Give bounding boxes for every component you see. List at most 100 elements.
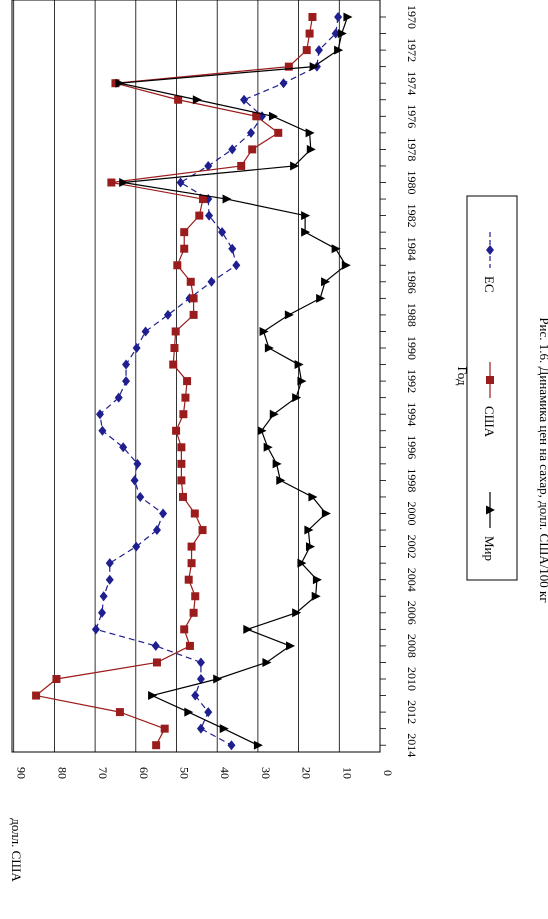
data-point-square: [183, 377, 192, 386]
data-point-square: [305, 29, 314, 38]
gridlines: [13, 0, 381, 752]
data-point-triangle: [292, 393, 302, 403]
value-tick-label: 90: [15, 767, 29, 779]
year-tick-label: 1976: [405, 104, 419, 128]
data-point-square: [173, 261, 182, 270]
data-point-diamond: [163, 309, 172, 320]
legend-label: США: [482, 406, 497, 438]
data-point-triangle: [257, 426, 267, 436]
data-point-triangle: [184, 707, 194, 717]
data-point-triangle: [269, 409, 279, 419]
year-tick-label: 1970: [405, 5, 419, 29]
year-tick-label: 1994: [405, 402, 419, 426]
x-axis-title: Год: [455, 366, 470, 385]
data-point-triangle: [297, 376, 307, 386]
data-point-triangle: [341, 260, 351, 270]
data-point-triangle: [262, 657, 272, 667]
data-point-triangle: [304, 525, 314, 535]
data-point-diamond: [334, 12, 343, 22]
data-point-square: [191, 592, 200, 601]
value-tick-label: 30: [259, 767, 273, 779]
data-point-square: [111, 79, 120, 88]
data-point-triangle: [263, 442, 273, 452]
plot-frame: [11, 0, 381, 753]
year-tick-label: 2000: [405, 502, 419, 526]
data-point-triangle: [119, 178, 129, 187]
data-point-square: [190, 509, 199, 518]
data-point-square: [160, 724, 169, 733]
year-tick-label: 1982: [405, 204, 419, 228]
value-tick-label: 50: [178, 767, 192, 779]
data-point-triangle: [343, 12, 353, 22]
data-point-diamond: [133, 458, 142, 469]
year-tick-label: 1978: [405, 137, 419, 161]
data-point-diamond: [228, 243, 237, 254]
data-point-diamond: [204, 707, 213, 718]
data-point-square: [248, 145, 257, 154]
value-tick-label: 40: [218, 767, 232, 779]
data-point-square: [180, 625, 189, 634]
data-point-triangle: [253, 740, 263, 750]
data-point-square: [170, 344, 179, 352]
data-point-diamond: [114, 392, 123, 403]
data-point-triangle: [294, 360, 304, 370]
data-point-diamond: [204, 160, 213, 171]
value-tick-label: 80: [55, 767, 69, 779]
data-point-diamond: [218, 227, 227, 238]
data-point-square: [152, 658, 161, 667]
data-point-square: [177, 443, 186, 452]
data-point-triangle: [301, 227, 311, 237]
data-point-triangle: [316, 293, 326, 303]
value-tick-label: 10: [340, 767, 354, 779]
data-point-triangle: [334, 45, 344, 55]
data-point-diamond: [105, 574, 114, 585]
value-tick-label: 70: [96, 767, 110, 779]
data-point-square: [189, 294, 198, 303]
data-point-triangle: [305, 542, 315, 552]
year-tick-label: 2010: [405, 667, 419, 691]
data-point-diamond: [151, 640, 160, 651]
legend-marker-triangle: [486, 505, 495, 515]
year-tick-label: 1998: [405, 468, 419, 492]
data-point-square: [195, 211, 204, 220]
year-tick-label: 2002: [405, 535, 419, 559]
data-point-triangle: [301, 211, 311, 221]
data-point-square: [302, 46, 311, 55]
data-point-diamond: [205, 210, 214, 221]
year-tick-label: 2004: [405, 568, 419, 592]
data-point-diamond: [130, 475, 139, 486]
data-point-diamond: [98, 425, 107, 436]
data-point-triangle: [309, 62, 319, 72]
data-point-square: [152, 741, 161, 750]
year-tick-label: 1984: [405, 237, 419, 261]
data-point-square: [187, 559, 196, 568]
data-point-square: [284, 62, 293, 71]
data-point-triangle: [243, 624, 253, 634]
data-point-diamond: [191, 690, 200, 701]
data-point-triangle: [213, 674, 223, 684]
data-point-square: [177, 476, 186, 485]
data-point-triangle: [305, 128, 315, 138]
year-tick-label: 2014: [405, 733, 419, 757]
data-point-square: [179, 410, 188, 419]
price-axis: 0 10 20 30 40 50 60 70 80 90: [15, 767, 395, 779]
data-point-triangle: [276, 475, 286, 485]
year-tick-label: 1988: [405, 303, 419, 327]
data-point-triangle: [308, 492, 318, 502]
data-point-square: [185, 641, 194, 650]
year-tick-label: 1986: [405, 270, 419, 294]
data-point-square: [174, 95, 183, 104]
data-point-triangle: [321, 277, 331, 287]
data-point-diamond: [176, 177, 185, 188]
data-point-diamond: [196, 723, 205, 734]
year-tick-label: 2008: [405, 634, 419, 658]
year-tick-label: 1992: [405, 369, 419, 393]
data-point-triangle: [272, 459, 282, 469]
data-point-diamond: [132, 541, 141, 552]
data-point-triangle: [311, 591, 321, 601]
year-tick-label: 1996: [405, 435, 419, 459]
year-tick-label: 1974: [405, 71, 419, 95]
data-point-square: [274, 128, 283, 137]
data-point-triangle: [321, 509, 331, 518]
